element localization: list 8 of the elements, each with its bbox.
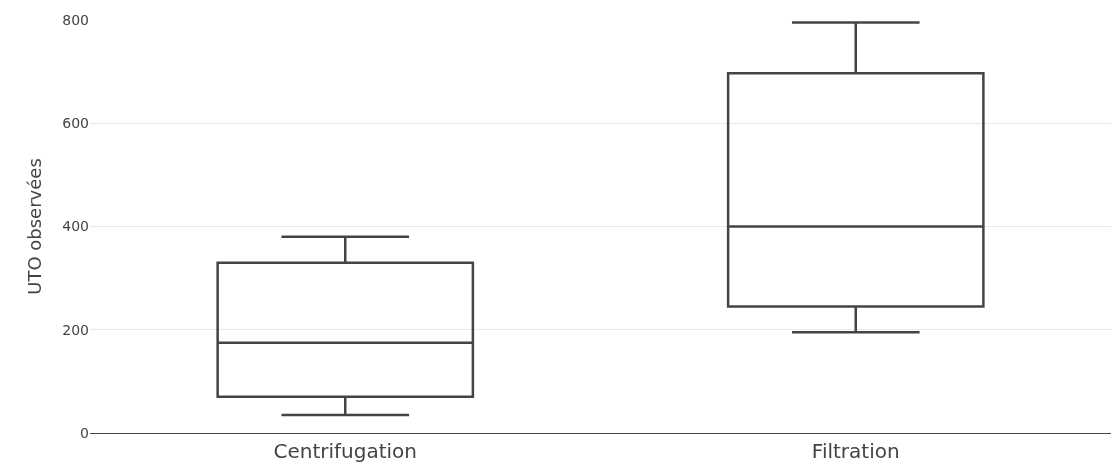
y-tick-label: 400 — [62, 218, 89, 235]
y-tick-label: 200 — [62, 321, 89, 338]
x-tick-label: Centrifugation — [273, 439, 418, 463]
y-axis-title: UTO observées — [24, 158, 46, 295]
y-tick-label: 0 — [80, 424, 89, 441]
x-tick-label: Filtration — [811, 439, 900, 463]
y-tick-label: 800 — [62, 11, 89, 28]
y-tick-label: 600 — [62, 115, 89, 132]
